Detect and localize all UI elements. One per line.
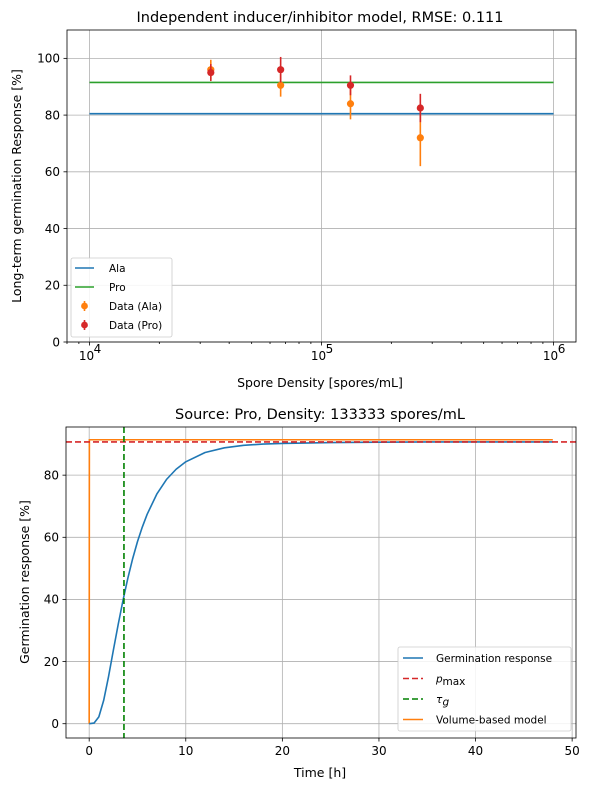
bottom-ticks: 0 10 20 30 40 50 0 20 40 60 80 bbox=[44, 468, 580, 758]
bottom-x-axis-label: Time [h] bbox=[293, 765, 346, 780]
top-data-point bbox=[416, 134, 424, 142]
bottom-plot-frame bbox=[65, 426, 577, 739]
top-y-tick-label: 20 bbox=[45, 279, 60, 293]
bottom-chart: 0 10 20 30 40 50 0 20 40 60 80 Source: Pro, Densit… bbox=[17, 407, 580, 780]
top-legend-marker-swatch bbox=[81, 302, 88, 310]
top-legend-marker-swatch bbox=[81, 321, 88, 329]
bottom-x-tick-label: 0 bbox=[85, 744, 93, 758]
bottom-legend-label-symbol: p bbox=[435, 673, 443, 685]
top-x-tick-exponent: 5 bbox=[326, 342, 334, 356]
top-x-tick-label: 10 bbox=[543, 349, 558, 363]
top-x-tick-exponent: 4 bbox=[94, 342, 102, 356]
top-legend-label: Pro bbox=[109, 282, 126, 294]
top-legend-label: Data (Pro) bbox=[109, 320, 162, 332]
bottom-x-tick-label: 40 bbox=[468, 744, 483, 758]
top-x-axis-label: Spore Density [spores/mL] bbox=[237, 375, 403, 390]
bottom-x-tick-label: 10 bbox=[178, 744, 193, 758]
top-chart-title: Independent inducer/inhibitor model, RMS… bbox=[137, 10, 504, 26]
top-points bbox=[207, 56, 424, 167]
bottom-legend-label: Volume-based model bbox=[436, 714, 547, 726]
top-x-tick-label: 10 bbox=[79, 349, 94, 363]
top-legend-label: Ala bbox=[109, 263, 126, 275]
bottom-legend-label-subscript: g bbox=[443, 697, 450, 709]
volume-based-model-line bbox=[88, 438, 553, 724]
top-legend-box bbox=[70, 257, 173, 338]
top-data-point bbox=[416, 104, 424, 112]
top-y-tick-label: 100 bbox=[37, 52, 60, 66]
top-x-tick-exponent: 6 bbox=[558, 342, 566, 356]
bottom-legend-label-symbol: τ bbox=[436, 694, 443, 706]
top-legend: Ala Pro Data (Ala) Data (Pro) bbox=[70, 257, 173, 338]
bottom-x-tick-label: 30 bbox=[371, 744, 386, 758]
bottom-lines bbox=[66, 427, 576, 738]
bottom-chart-title: Source: Pro, Density: 133333 spores/mL bbox=[175, 407, 465, 423]
top-y-tick-label: 80 bbox=[45, 108, 60, 122]
bottom-x-tick-label: 50 bbox=[564, 744, 579, 758]
top-x-tick-label: 10 bbox=[311, 349, 326, 363]
bottom-y-tick-label: 20 bbox=[44, 655, 59, 669]
top-y-tick-label: 0 bbox=[52, 335, 60, 349]
top-legend-label: Data (Ala) bbox=[109, 301, 162, 313]
bottom-x-tick-label: 20 bbox=[275, 744, 290, 758]
bottom-y-axis-label: Germination response [%] bbox=[17, 500, 32, 664]
bottom-y-tick-label: 0 bbox=[51, 717, 59, 731]
top-data-point bbox=[277, 81, 285, 89]
top-y-tick-label: 40 bbox=[45, 222, 60, 236]
bottom-y-tick-label: 40 bbox=[44, 593, 59, 607]
top-data-point bbox=[346, 81, 355, 89]
top-lines bbox=[89, 81, 554, 115]
bottom-y-tick-label: 60 bbox=[44, 531, 59, 545]
bottom-y-tick-label: 80 bbox=[44, 468, 59, 482]
top-data-point bbox=[277, 66, 285, 74]
bottom-legend-box bbox=[397, 646, 572, 732]
bottom-legend-label: Germination response bbox=[436, 653, 552, 665]
top-y-tick-label: 60 bbox=[45, 165, 60, 179]
top-y-axis-label: Long-term germination Response [%] bbox=[9, 69, 24, 303]
bottom-legend-label-subscript: max bbox=[443, 676, 466, 688]
top-data-point bbox=[207, 68, 215, 77]
top-data-point bbox=[346, 100, 355, 108]
